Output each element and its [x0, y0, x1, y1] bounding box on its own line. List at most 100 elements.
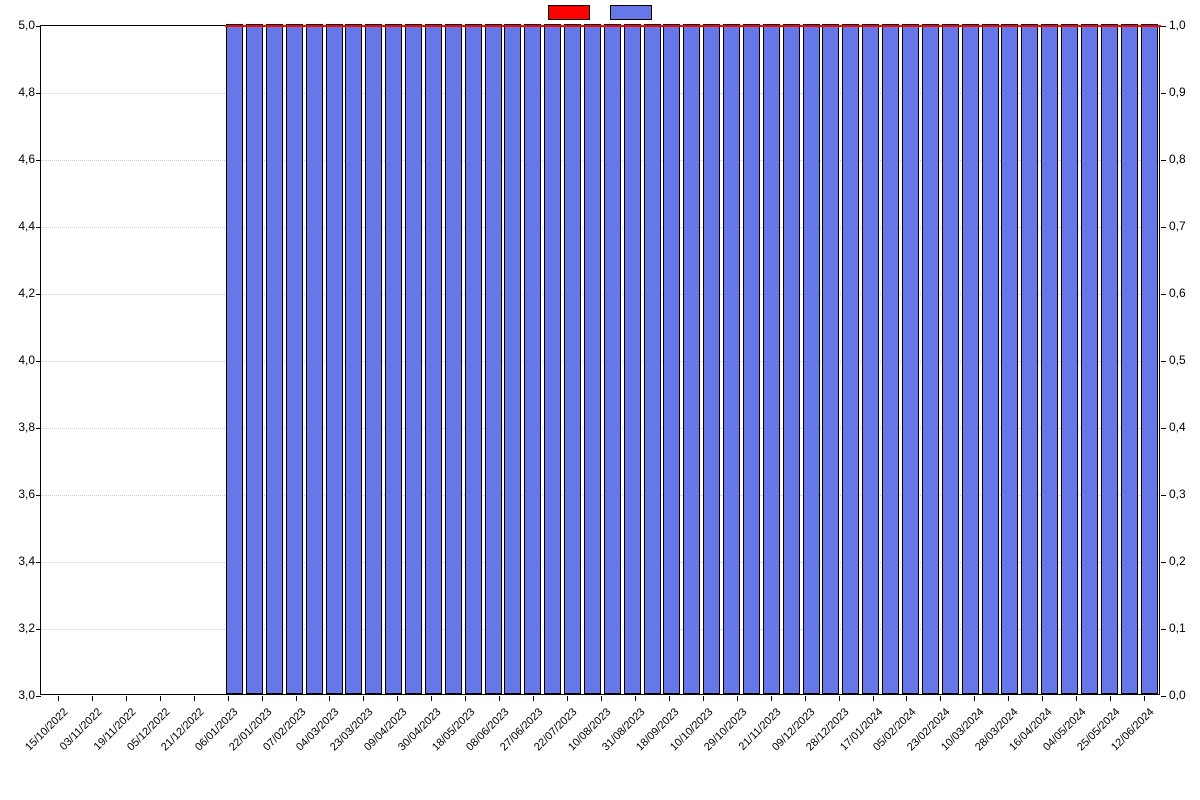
- bottom-tick: [363, 696, 364, 701]
- bar: [922, 24, 939, 694]
- left-tick: [36, 361, 41, 362]
- bottom-tick: [1076, 696, 1077, 701]
- bottom-tick: [1144, 696, 1145, 701]
- bar: [445, 24, 462, 694]
- right-axis-tick-label: 0,2: [1169, 554, 1186, 568]
- bottom-tick: [669, 696, 670, 701]
- bar: [1021, 24, 1038, 694]
- left-tick: [36, 26, 41, 27]
- bottom-tick: [465, 696, 466, 701]
- plot-area: 3,03,23,43,63,84,04,24,44,64,85,00,00,10…: [40, 25, 1160, 695]
- bar: [1141, 24, 1158, 694]
- bar: [703, 24, 720, 694]
- left-axis-tick-label: 4,8: [9, 85, 35, 99]
- bar: [286, 24, 303, 694]
- bar: [524, 24, 541, 694]
- bar: [544, 24, 561, 694]
- bottom-tick: [228, 696, 229, 701]
- left-axis-tick-label: 3,8: [9, 420, 35, 434]
- bar: [226, 24, 243, 694]
- bar: [723, 24, 740, 694]
- bottom-tick: [1042, 696, 1043, 701]
- bottom-tick: [533, 696, 534, 701]
- left-axis-tick-label: 3,4: [9, 554, 35, 568]
- bottom-tick: [839, 696, 840, 701]
- right-tick: [1161, 629, 1166, 630]
- bar: [266, 24, 283, 694]
- bar: [1061, 24, 1078, 694]
- left-tick: [36, 428, 41, 429]
- line-series: [225, 25, 1161, 27]
- right-axis-tick-label: 0,4: [1169, 420, 1186, 434]
- bottom-tick: [194, 696, 195, 701]
- right-tick: [1161, 227, 1166, 228]
- right-tick: [1161, 93, 1166, 94]
- right-axis-tick-label: 0,5: [1169, 353, 1186, 367]
- right-axis-tick-label: 0,6: [1169, 286, 1186, 300]
- bottom-tick: [873, 696, 874, 701]
- bar: [1121, 24, 1138, 694]
- bar: [842, 24, 859, 694]
- left-tick: [36, 629, 41, 630]
- right-axis-tick-label: 0,1: [1169, 621, 1186, 635]
- legend: [0, 4, 1200, 22]
- bottom-tick: [601, 696, 602, 701]
- bar: [743, 24, 760, 694]
- left-axis-tick-label: 3,0: [9, 688, 35, 702]
- bar: [385, 24, 402, 694]
- right-axis-tick-label: 0,3: [1169, 487, 1186, 501]
- chart-container: 3,03,23,43,63,84,04,24,44,64,85,00,00,10…: [0, 0, 1200, 800]
- right-tick: [1161, 294, 1166, 295]
- bar: [1001, 24, 1018, 694]
- right-tick: [1161, 696, 1166, 697]
- bottom-tick: [126, 696, 127, 701]
- bottom-tick: [1008, 696, 1009, 701]
- right-axis-tick-label: 0,7: [1169, 219, 1186, 233]
- bar: [783, 24, 800, 694]
- right-tick: [1161, 428, 1166, 429]
- bottom-tick: [635, 696, 636, 701]
- left-tick: [36, 696, 41, 697]
- right-tick: [1161, 160, 1166, 161]
- bar: [1101, 24, 1118, 694]
- bar: [246, 24, 263, 694]
- bottom-tick: [974, 696, 975, 701]
- bottom-tick: [160, 696, 161, 701]
- bar: [485, 24, 502, 694]
- bar: [365, 24, 382, 694]
- bottom-tick: [329, 696, 330, 701]
- bottom-tick: [397, 696, 398, 701]
- bottom-tick: [1110, 696, 1111, 701]
- bar: [763, 24, 780, 694]
- left-axis-tick-label: 3,6: [9, 487, 35, 501]
- bar: [902, 24, 919, 694]
- right-axis-tick-label: 0,0: [1169, 688, 1186, 702]
- bottom-tick: [431, 696, 432, 701]
- bar: [962, 24, 979, 694]
- bottom-tick: [296, 696, 297, 701]
- bar: [326, 24, 343, 694]
- left-tick: [36, 93, 41, 94]
- legend-swatch-series2: [610, 5, 652, 20]
- left-axis-tick-label: 3,2: [9, 621, 35, 635]
- left-axis-tick-label: 4,4: [9, 219, 35, 233]
- left-tick: [36, 495, 41, 496]
- bottom-tick: [499, 696, 500, 701]
- bar: [663, 24, 680, 694]
- bar: [425, 24, 442, 694]
- bar: [803, 24, 820, 694]
- left-axis-tick-label: 4,0: [9, 353, 35, 367]
- bar: [584, 24, 601, 694]
- right-tick: [1161, 495, 1166, 496]
- bar: [405, 24, 422, 694]
- bar: [862, 24, 879, 694]
- legend-swatch-series1: [548, 5, 590, 20]
- right-axis-tick-label: 0,8: [1169, 152, 1186, 166]
- bar: [465, 24, 482, 694]
- bottom-tick: [703, 696, 704, 701]
- bar: [1081, 24, 1098, 694]
- bar: [504, 24, 521, 694]
- bar: [683, 24, 700, 694]
- bottom-tick: [92, 696, 93, 701]
- left-tick: [36, 160, 41, 161]
